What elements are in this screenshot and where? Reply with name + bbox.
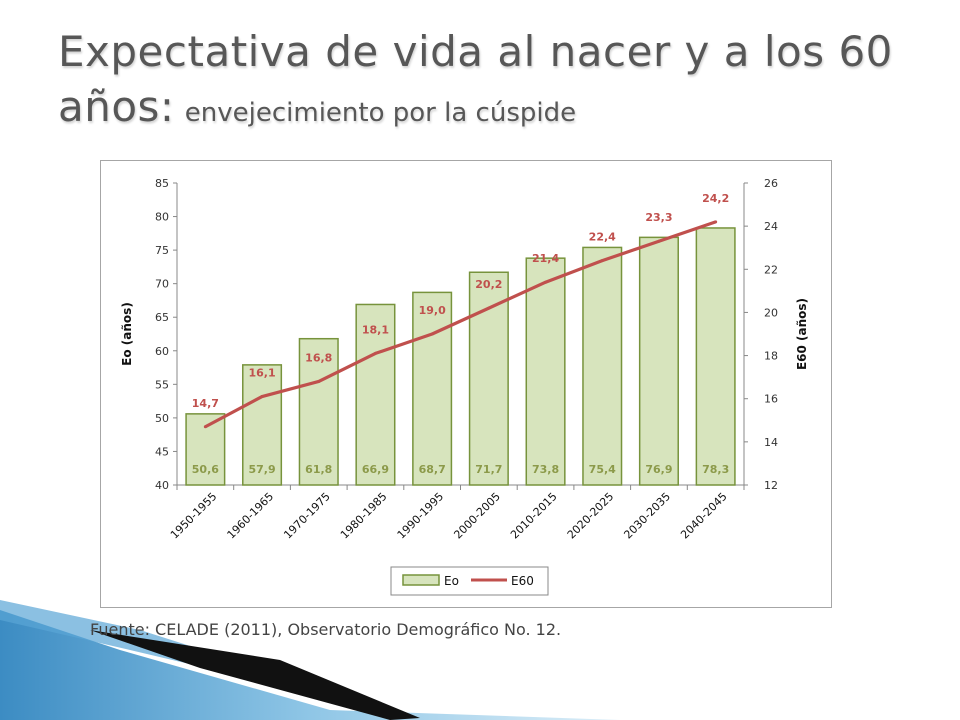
line-value-label: 16,8 <box>305 351 332 364</box>
bar <box>355 303 396 486</box>
line-point <box>657 239 661 243</box>
bar <box>638 236 679 486</box>
y-tick-label: 55 <box>155 378 169 391</box>
y2-tick-label: 14 <box>764 436 778 449</box>
y-tick-label: 65 <box>155 311 169 324</box>
line-point <box>600 259 604 263</box>
bar-value-label: 50,6 <box>192 463 219 476</box>
chart-container: 40 45 50 55 60 65 70 75 80 85 12 14 16 18 20 22 24 26 1950… <box>100 160 832 608</box>
x-tick-label: 1980-1985 <box>338 490 390 542</box>
line-point <box>714 220 718 224</box>
bar-value-label: 76,9 <box>645 463 672 476</box>
x-tick-label: 2040-2045 <box>678 490 730 542</box>
line-value-label: 23,3 <box>645 211 672 224</box>
bar <box>412 291 453 486</box>
line-point <box>544 280 548 284</box>
x-tick-label: 2030-2035 <box>621 490 673 542</box>
bar-value-label: 57,9 <box>248 463 275 476</box>
y-tick-label: 50 <box>155 412 169 425</box>
y2-tick-label: 16 <box>764 393 778 406</box>
y-tick-label: 85 <box>155 177 169 190</box>
bar <box>242 364 283 486</box>
line-value-label: 24,2 <box>702 192 729 205</box>
line-point <box>487 306 491 310</box>
y-axis-title: Eo (años) <box>120 302 134 366</box>
x-tick-label: 1950-1955 <box>168 490 220 542</box>
title-subtitle: envejecimiento por la cúspide <box>184 98 577 128</box>
bar-value-label: 71,7 <box>475 463 502 476</box>
line-point <box>203 425 207 429</box>
legend-label-e60: E60 <box>511 574 534 588</box>
legend-label-eo: Eo <box>444 574 459 588</box>
bar-value-label: 68,7 <box>419 463 446 476</box>
x-tick-label: 1970-1975 <box>281 490 333 542</box>
bar <box>695 227 736 486</box>
line-point <box>317 379 321 383</box>
x-tick-label: 1960-1965 <box>225 490 277 542</box>
x-tick-label: 2010-2015 <box>508 490 560 542</box>
line-value-label: 14,7 <box>192 397 219 410</box>
x-tick-label: 1990-1995 <box>395 490 447 542</box>
title-main: Expectativa de vida al nacer y a los 60 … <box>58 27 893 131</box>
bar-value-label: 78,3 <box>702 463 729 476</box>
bar <box>582 246 623 486</box>
line-value-label: 20,2 <box>475 278 502 291</box>
decorative-swoosh <box>0 600 620 720</box>
y-tick-label: 40 <box>155 479 169 492</box>
y-tick-label: 60 <box>155 345 169 358</box>
x-tick-label: 2020-2025 <box>565 490 617 542</box>
y2-tick-label: 12 <box>764 479 778 492</box>
line-series <box>203 220 718 429</box>
slide-title: Expectativa de vida al nacer y a los 60 … <box>58 26 938 139</box>
legend: Eo E60 <box>390 566 549 596</box>
y2-tick-label: 20 <box>764 306 778 319</box>
bar-value-label: 73,8 <box>532 463 559 476</box>
line-point <box>430 332 434 336</box>
line-value-label: 16,1 <box>248 367 275 380</box>
line-point <box>260 395 264 399</box>
bar-value-label: 61,8 <box>305 463 332 476</box>
y-tick-label: 70 <box>155 278 169 291</box>
y2-tick-label: 24 <box>764 220 778 233</box>
bar <box>468 271 509 486</box>
line-value-label: 22,4 <box>589 231 616 244</box>
x-tick-label: 2000-2005 <box>451 490 503 542</box>
data-labels: 50,6 57,9 61,8 66,9 68,7 71,7 73,8 75,4 76,9 78,3… <box>192 192 729 476</box>
line-point <box>373 351 377 355</box>
legend-swatch-bar <box>402 574 440 586</box>
bar-value-label: 75,4 <box>589 463 616 476</box>
y2-tick-label: 26 <box>764 177 778 190</box>
y2-tick-label: 18 <box>764 350 778 363</box>
y-tick-label: 80 <box>155 211 169 224</box>
y2-tick-label: 22 <box>764 263 778 276</box>
y-tick-label: 45 <box>155 445 169 458</box>
line-value-label: 19,0 <box>419 304 446 317</box>
line-value-label: 21,4 <box>532 252 559 265</box>
bar <box>298 337 339 486</box>
combo-chart: 40 45 50 55 60 65 70 75 80 85 12 14 16 18 20 22 24 26 1950… <box>120 177 809 596</box>
line-path <box>204 220 717 429</box>
source-note: Fuente: CELADE (2011), Observatorio Demo… <box>90 620 562 639</box>
bar-series <box>185 227 736 486</box>
bar <box>525 257 566 486</box>
y2-axis-title: E60 (años) <box>795 298 809 370</box>
bar-value-label: 66,9 <box>362 463 389 476</box>
y-tick-label: 75 <box>155 244 169 257</box>
line-value-label: 18,1 <box>362 323 389 336</box>
